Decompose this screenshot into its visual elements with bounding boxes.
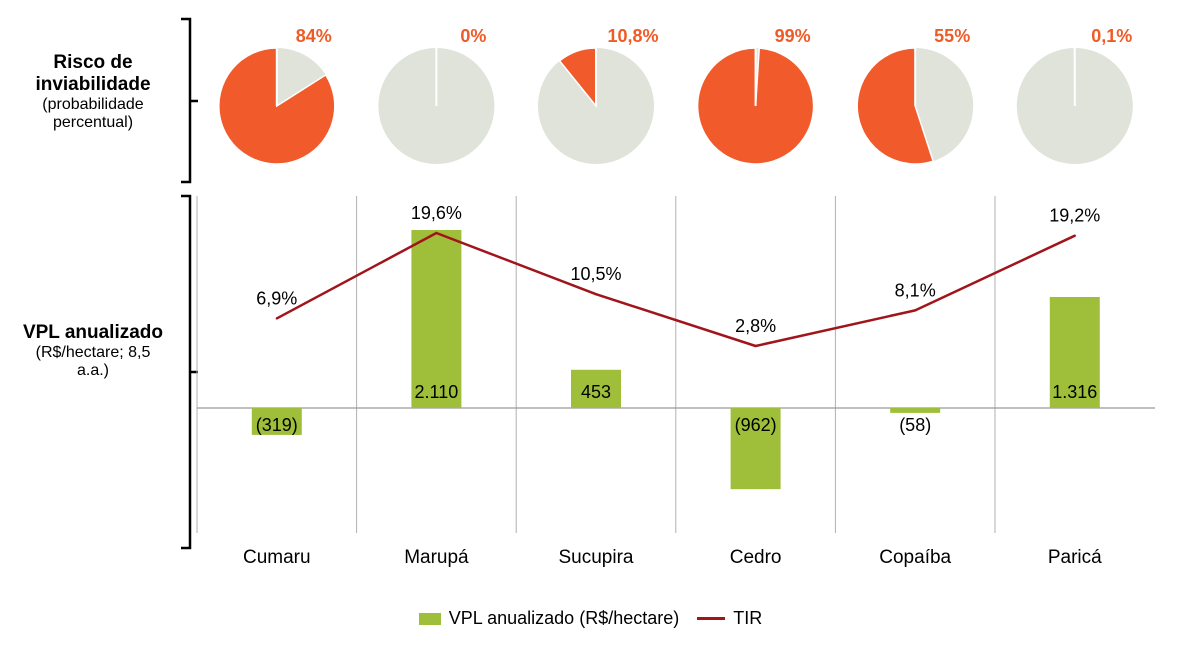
tir-label-cumaru: 6,9% — [256, 288, 297, 308]
tir-point-sucupira — [594, 293, 598, 296]
grid-lines — [196, 196, 1155, 533]
pie-risk-slice-copaiba — [856, 47, 935, 165]
bar-sucupira — [571, 369, 621, 408]
legend-swatch-tir — [697, 617, 726, 620]
category-label-marupa: Marupá — [404, 547, 469, 568]
vpl-title: VPL anualizado — [22, 322, 164, 343]
tir-point-marupa — [435, 231, 438, 235]
bar-label-cedro: (962) — [735, 415, 777, 435]
legend-label-tir: TIR — [733, 608, 763, 628]
brackets — [181, 17, 198, 550]
tir-label-sucupira: 10,5% — [570, 264, 621, 284]
risk-bracket — [181, 17, 198, 184]
tir-point-parica — [1073, 234, 1077, 237]
legend: VPL anualizado (R$/hectare) TIR — [0, 608, 1181, 629]
tir-label-parica: 19,2% — [1049, 206, 1100, 226]
vpl-axis-label: VPL anualizado (R$/hectare; 8,5 a.a.) — [18, 322, 168, 381]
tir-point-cedro — [754, 344, 757, 348]
bar-copaiba — [890, 408, 941, 413]
category-label-parica: Paricá — [1048, 547, 1102, 568]
vpl-subtitle: (R$/hectare; 8,5 a.a.) — [35, 343, 151, 380]
pie-label-marupa: 0% — [460, 26, 486, 46]
category-label-copaiba: Copaíba — [879, 547, 951, 568]
legend-item-vpl: VPL anualizado (R$/hectare) — [418, 608, 680, 629]
pie-label-copaiba: 55% — [934, 26, 970, 46]
pie-label-sucupira: 10,8% — [607, 26, 658, 46]
data-labels: (319) 2.110 453 (962) (58) 1.316 6,9% 19,6% 10,5… — [256, 203, 1101, 435]
bar-cedro — [730, 408, 781, 490]
tir-label-copaiba: 8,1% — [895, 280, 936, 300]
category-label-cedro: Cedro — [730, 547, 782, 568]
tir-point-copaiba — [914, 309, 917, 312]
tir-line-group — [275, 231, 1077, 348]
vpl-bars — [251, 230, 1100, 490]
category-labels: Cumaru Marupá Sucupira Cedro Copaíba Paricá — [243, 547, 1102, 568]
bar-label-sucupira: 453 — [581, 382, 611, 402]
legend-label-vpl: VPL anualizado (R$/hectare) — [448, 608, 680, 628]
vpl-bracket — [181, 194, 198, 550]
category-label-sucupira: Sucupira — [559, 547, 634, 568]
pie-label-parica: 0,1% — [1091, 26, 1132, 46]
risk-axis-label: Risco de inviabilidade (probabilidade pe… — [18, 52, 168, 132]
risk-pies: 84% 0% 10,8% 99% 55% 0,1% — [218, 26, 1133, 165]
bar-parica — [1049, 296, 1100, 408]
tir-line — [276, 231, 1076, 348]
legend-swatch-vpl — [418, 612, 441, 625]
risk-title: Risco de inviabilidade — [35, 52, 151, 95]
bar-marupa — [411, 230, 462, 408]
tir-point-cumaru — [275, 317, 278, 320]
bar-cumaru — [251, 408, 302, 435]
bar-label-copaiba: (58) — [899, 415, 931, 435]
category-label-cumaru: Cumaru — [243, 547, 311, 568]
pie-label-cumaru: 84% — [296, 26, 332, 46]
bar-label-marupa: 2.110 — [415, 382, 459, 402]
tir-label-cedro: 2,8% — [735, 316, 776, 336]
bar-label-cumaru: (319) — [256, 415, 298, 435]
bar-label-parica: 1.316 — [1052, 382, 1097, 402]
risk-subtitle: (probabilidade percentual) — [42, 95, 144, 132]
legend-item-tir: TIR — [697, 608, 762, 629]
pie-label-cedro: 99% — [775, 26, 811, 46]
tir-label-marupa: 19,6% — [411, 203, 462, 223]
